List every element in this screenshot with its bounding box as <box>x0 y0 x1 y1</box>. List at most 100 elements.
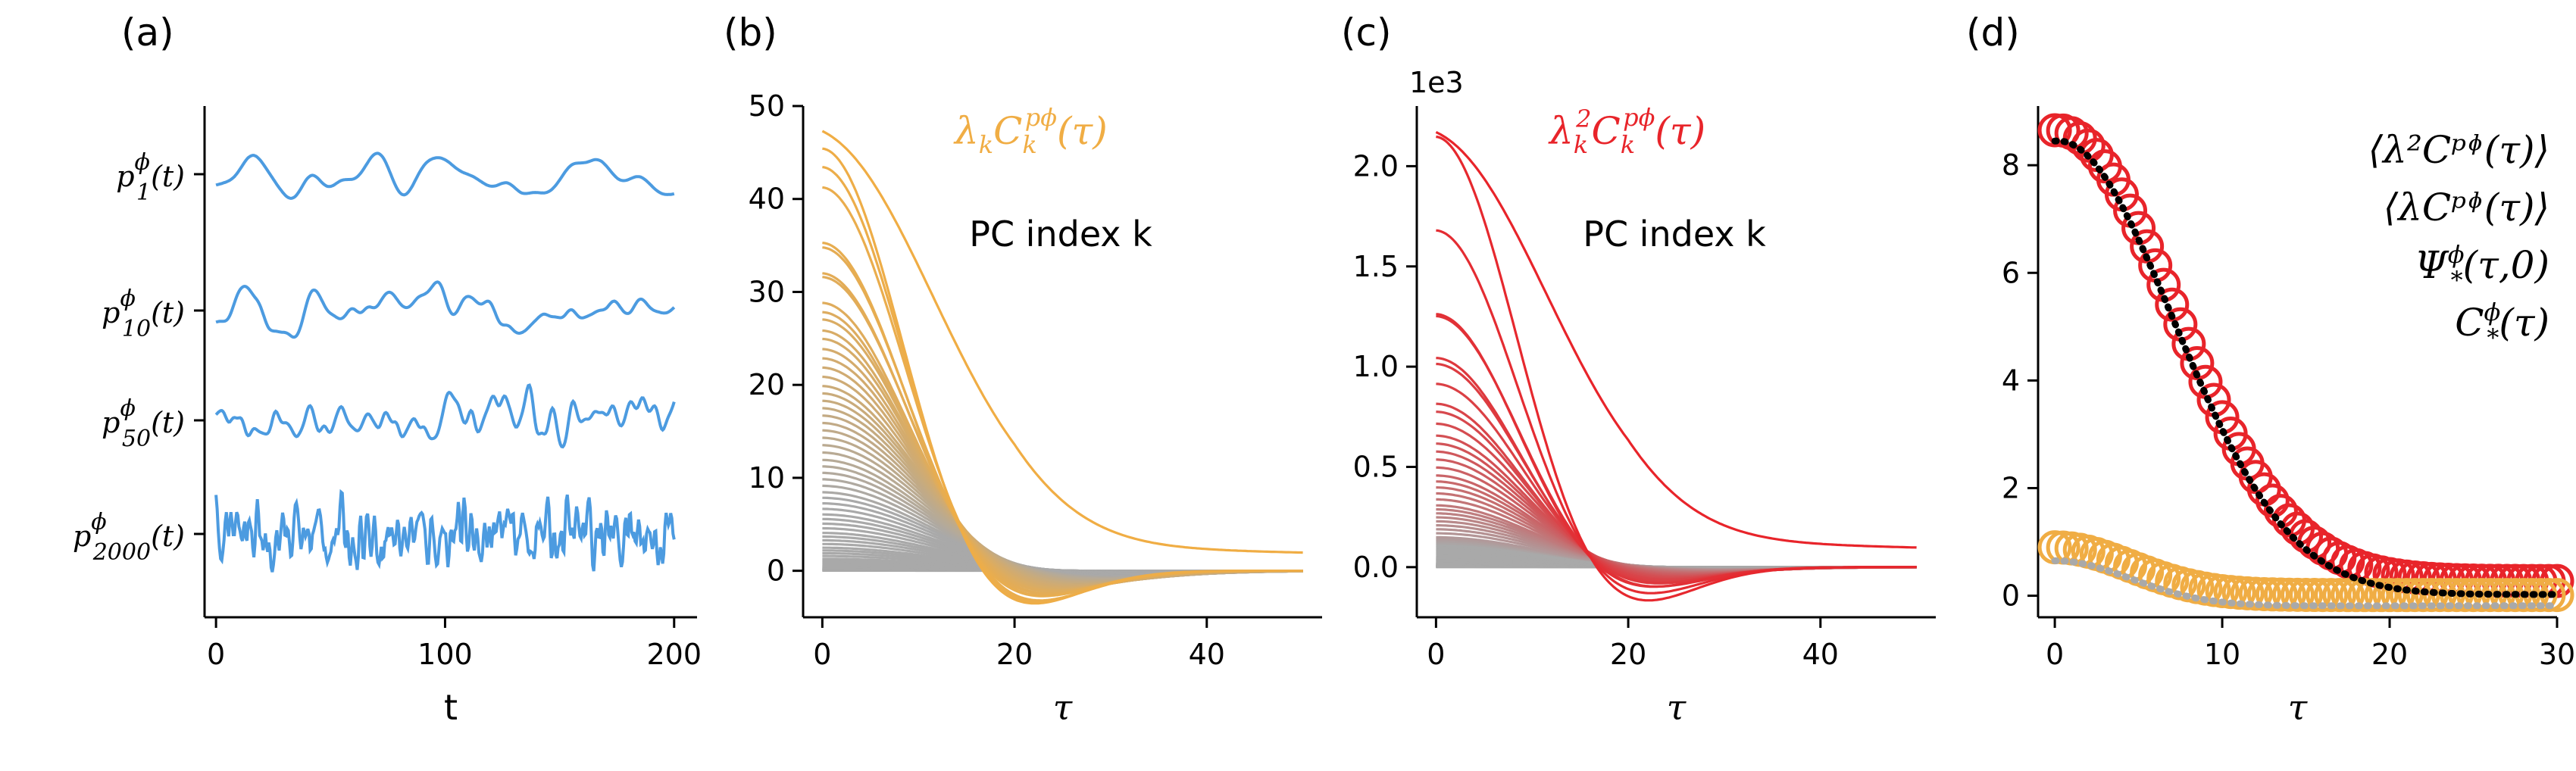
marker-lambda_C <box>2414 578 2449 613</box>
psi-sup: ϕ <box>2448 240 2465 269</box>
label-sub: 1 <box>136 179 151 206</box>
x-tick-label: 20 <box>2371 638 2408 671</box>
legend-cstar: Cϕ *(τ) <box>2455 298 2549 352</box>
c-sup: ϕ <box>2484 298 2501 326</box>
marker-lambda_C <box>2281 577 2315 612</box>
label-sup: ϕ <box>91 509 106 535</box>
label-sub: 2000 <box>92 539 151 566</box>
y-tick-label: 1.5 <box>1353 250 1399 283</box>
x-tick-label: 30 <box>2539 638 2575 671</box>
marker-lambda_C <box>2246 576 2281 611</box>
x-axis-label: τ <box>1667 687 1687 728</box>
legend-title: PC index k <box>969 214 1152 254</box>
x-tick-label: 0 <box>2046 638 2064 671</box>
marker-lambda_C <box>2314 578 2349 613</box>
y-tick-label: 40 <box>749 183 785 216</box>
marker-lambda_C <box>2255 577 2290 612</box>
title-sub: k <box>1574 130 1588 159</box>
curve-k2 <box>822 147 1303 605</box>
title-sub: k <box>979 130 993 159</box>
x-axis-label: τ <box>2288 687 2309 728</box>
label-base: p <box>102 296 120 329</box>
panel-label: (c) <box>1341 11 1392 55</box>
x-tick-label: 200 <box>647 638 702 671</box>
y-tick-label: 2 <box>2002 471 2020 504</box>
x-tick-label: 0 <box>1427 638 1445 671</box>
marker-lambda_C <box>2297 578 2332 613</box>
x-axis-label: t <box>444 687 458 728</box>
y-tick-label: 4 <box>2002 364 2020 397</box>
title-part: C <box>993 109 1022 153</box>
y-tick-label: 8 <box>2002 148 2020 182</box>
title-part: (τ) <box>1655 109 1705 153</box>
line-Psi <box>2051 137 2561 598</box>
marker-lambda_C <box>2356 578 2390 613</box>
legend-title: PC index k <box>1583 214 1766 254</box>
title-part: C <box>1591 109 1620 153</box>
label-arg: (t) <box>151 296 185 329</box>
c-sub: * <box>2487 323 2499 352</box>
label-base: p <box>73 520 91 553</box>
c-base: C <box>2455 301 2484 345</box>
x-tick-label: 0 <box>207 638 225 671</box>
marker-lambda_C <box>2289 577 2324 612</box>
legend-lambda: ⟨λCᵖᶲ(τ)⟩ <box>2384 186 2549 229</box>
title-sup: pϕ <box>1623 103 1655 132</box>
title-part: λ <box>953 109 979 153</box>
label-sup: ϕ <box>135 149 150 176</box>
offset-label: 1e3 <box>1409 66 1464 99</box>
c-arg: (τ) <box>2499 301 2549 345</box>
panel-c: (c)0 20 400.00.51.01.52.0τ1e3λk2Ckpϕ(τ)PC … <box>1341 11 1936 728</box>
label-sub: 50 <box>122 426 151 452</box>
psi-sub: * <box>2451 266 2463 295</box>
series-label-p2000: pϕ 2000(t) <box>73 509 185 566</box>
x-tick-label: 100 <box>417 638 473 671</box>
series-label-p1: pϕ 1(t) <box>116 149 185 206</box>
label-sub: 10 <box>122 316 151 342</box>
psi-base: Ψ <box>2415 243 2449 287</box>
trace-p2000 <box>214 489 676 573</box>
y-tick-label: 30 <box>749 275 785 308</box>
y-tick-label: 50 <box>749 89 785 123</box>
label-sup: ϕ <box>120 286 135 312</box>
title-sup: 2 <box>1575 105 1591 133</box>
y-tick-label: 0 <box>2002 579 2020 613</box>
panel-title: λkCkpϕ(τ) <box>953 103 1108 159</box>
label-base: p <box>116 160 134 193</box>
line-C_star <box>2051 557 2561 610</box>
panel-label-a: (a) <box>121 11 174 55</box>
label-arg: (t) <box>151 406 185 439</box>
title-sup: pϕ <box>1025 103 1057 132</box>
x-axis-label: τ <box>1053 687 1074 728</box>
series-label-p50: pϕ 50(t) <box>102 395 185 452</box>
y-tick-label: 0 <box>767 554 785 588</box>
y-tick-label: 2.0 <box>1353 149 1399 183</box>
legend-psi: Ψϕ *(τ,0) <box>2415 240 2549 295</box>
trace-p10 <box>215 280 676 339</box>
marker-lambda_C <box>2389 578 2424 613</box>
psi-arg: (τ,0) <box>2463 243 2549 287</box>
marker-lambda_C <box>2322 578 2357 613</box>
series-label-p10: pϕ 10(t) <box>102 286 185 342</box>
label-arg: (t) <box>151 520 185 553</box>
panel-title: λk2Ckpϕ(τ) <box>1548 103 1705 159</box>
marker-lambda_C <box>2381 578 2415 613</box>
trace-p50 <box>214 383 676 449</box>
marker-lambda_C <box>2306 578 2340 613</box>
marker-lambda_C <box>2263 577 2298 612</box>
marker-lambda_C <box>2364 578 2399 613</box>
x-tick-label: 10 <box>2204 638 2240 671</box>
y-tick-label: 0.0 <box>1353 551 1399 584</box>
y-tick-label: 0.5 <box>1353 450 1399 483</box>
curve-k2 <box>1436 135 1917 602</box>
trace-p1 <box>215 151 675 200</box>
y-tick-label: 20 <box>749 368 785 401</box>
marker-lambda2_C <box>2037 113 2072 148</box>
x-tick-label: 40 <box>1802 638 1839 671</box>
curve-k1 <box>1435 130 1917 549</box>
curve-k1 <box>821 130 1303 554</box>
legend-lambda2: ⟨λ²Cᵖᶲ(τ)⟩ <box>2368 128 2549 172</box>
